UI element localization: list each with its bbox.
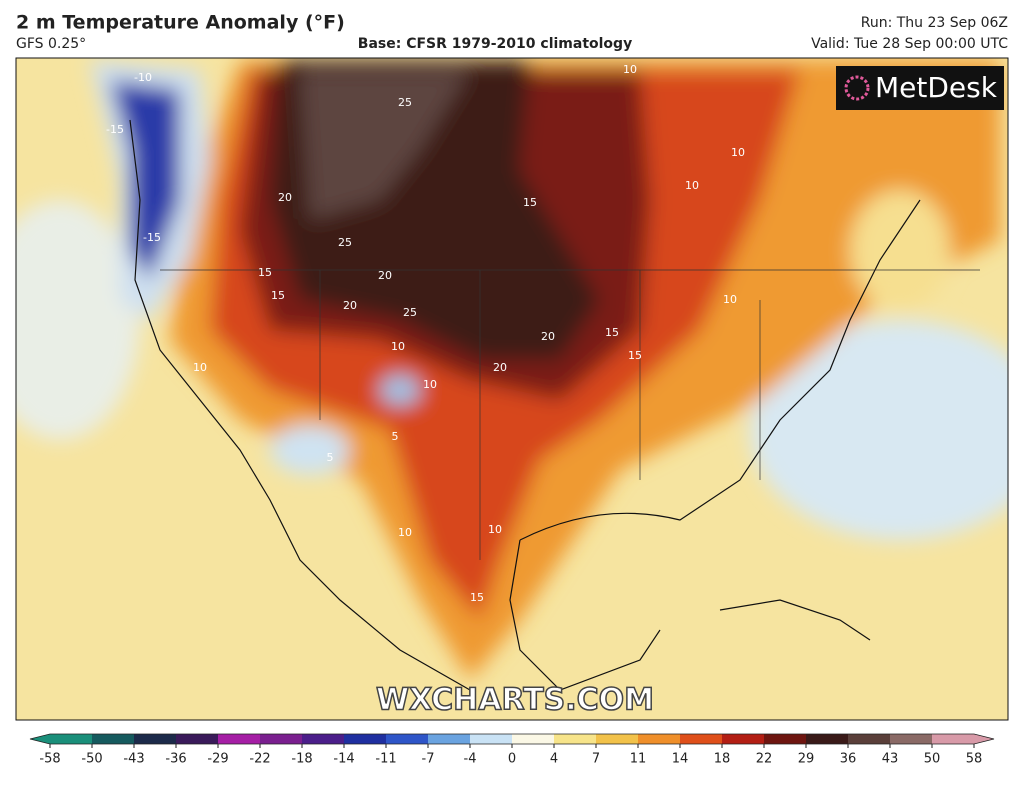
- map: 25 20 25 20 15 15 20 25 15 20 20 15 15 10 10 10 10 -10 -15…: [16, 58, 1008, 720]
- colorbar-segment: [134, 734, 177, 744]
- logo-icon: [844, 75, 870, 101]
- colorbar-segment: [176, 734, 219, 744]
- watermark: WXCHARTS.COM: [376, 683, 654, 718]
- model: GFS 0.25°: [16, 36, 86, 52]
- run: Run: Thu 23 Sep 06Z: [861, 15, 1008, 31]
- colorbar-segment: [596, 734, 639, 744]
- colorbar-tick-label: 43: [882, 752, 899, 767]
- colorbar-segment: [890, 734, 933, 744]
- contour-label: 25: [338, 236, 352, 249]
- contour-label: 20: [493, 361, 507, 374]
- contour-label: 10: [398, 526, 412, 539]
- logo-box: [836, 66, 1004, 110]
- colorbar: -58 -50 -43 -36 -29 -22 -18 -14 -11 -7 -4 0 4 7 11 14 18…: [29, 733, 995, 767]
- colorbar-segment: [848, 734, 891, 744]
- colorbar-segment: [806, 734, 849, 744]
- colorbar-segment: [470, 734, 513, 744]
- colorbar-segment: [344, 734, 387, 744]
- colorbar-segment: [722, 734, 765, 744]
- colorbar-tick-label: -58: [39, 752, 60, 767]
- contour-label: 15: [258, 266, 272, 279]
- contour-label: 15: [271, 289, 285, 302]
- colorbar-tick-label: -36: [165, 752, 186, 767]
- contour-label: -15: [143, 231, 161, 244]
- colorbar-segment: [386, 734, 429, 744]
- colorbar-segment: [428, 734, 471, 744]
- contour-label: 10: [623, 63, 637, 76]
- contour-label: 20: [541, 330, 555, 343]
- map-border: [15, 57, 1009, 721]
- contour-label: 20: [278, 191, 292, 204]
- colorbar-tick-label: 58: [966, 752, 983, 767]
- colorbar-tick-label: -7: [422, 752, 435, 767]
- colorbar-tick-label: 36: [840, 752, 857, 767]
- colorbar-tick-label: -50: [81, 752, 102, 767]
- contour-label: 5: [392, 430, 399, 443]
- contour-label: 20: [378, 269, 392, 282]
- colorbar-segment: [260, 734, 303, 744]
- colorbar-tick-label: -11: [375, 752, 396, 767]
- colorbar-tick-label: 22: [756, 752, 773, 767]
- colorbar-segment: [92, 734, 135, 744]
- anomaly-field: [16, 60, 1008, 680]
- contour-labels: 25 20 25 20 15 15 20 25 15 20 20 15 15 10 10 10 10 -10 -15…: [106, 63, 745, 604]
- valid: Valid: Tue 28 Sep 00:00 UTC: [811, 36, 1008, 52]
- contour-label: 25: [398, 96, 412, 109]
- contour-label: 5: [327, 451, 334, 464]
- colorbar-segment: [50, 734, 93, 744]
- contour-label: 15: [470, 591, 484, 604]
- colorbar-tick-label: 4: [550, 752, 558, 767]
- contour-label: 15: [605, 326, 619, 339]
- colorbar-segment: [638, 734, 681, 744]
- logo: MetDesk: [875, 71, 998, 104]
- colorbar-tick-label: -4: [464, 752, 477, 767]
- contour-label: -10: [134, 71, 152, 84]
- colorbar-segment: [218, 734, 261, 744]
- colorbar-segment: [932, 734, 975, 744]
- colorbar-arrow-low: [30, 734, 50, 744]
- contour-label: 15: [523, 196, 537, 209]
- contour-label: 15: [628, 349, 642, 362]
- colorbar-segment: [302, 734, 345, 744]
- colorbar-segment: [512, 734, 555, 744]
- colorbar-tick-label: 18: [714, 752, 731, 767]
- base: Base: CFSR 1979-2010 climatology: [358, 36, 632, 52]
- contour-label: 10: [488, 523, 502, 536]
- colorbar-tick-label: 29: [798, 752, 815, 767]
- coastlines: [129, 119, 980, 691]
- contour-label: 10: [685, 179, 699, 192]
- colorbar-segment: [764, 734, 807, 744]
- colorbar-arrow-high: [974, 734, 994, 744]
- colorbar-tick-label: 50: [924, 752, 941, 767]
- contour-label: 20: [343, 299, 357, 312]
- colorbar-segment: [554, 734, 597, 744]
- colorbar-tick-label: -43: [123, 752, 144, 767]
- contour-label: 10: [723, 293, 737, 306]
- colorbar-tick-label: -14: [333, 752, 354, 767]
- contour-label: 10: [423, 378, 437, 391]
- colorbar-segment: [680, 734, 723, 744]
- colorbar-tick-label: 0: [508, 752, 516, 767]
- title: 2 m Temperature Anomaly (°F): [16, 12, 345, 34]
- contour-label: 10: [391, 340, 405, 353]
- colorbar-tick-label: 11: [630, 752, 647, 767]
- colorbar-tick-label: -18: [291, 752, 312, 767]
- colorbar-tick-label: -22: [249, 752, 270, 767]
- colorbar-tick-label: 14: [672, 752, 689, 767]
- contour-label: 25: [403, 306, 417, 319]
- colorbar-tick-label: -29: [207, 752, 228, 767]
- contour-label: -15: [106, 123, 124, 136]
- colorbar-tick-label: 7: [592, 752, 600, 767]
- contour-label: 10: [731, 146, 745, 159]
- contour-label: 10: [193, 361, 207, 374]
